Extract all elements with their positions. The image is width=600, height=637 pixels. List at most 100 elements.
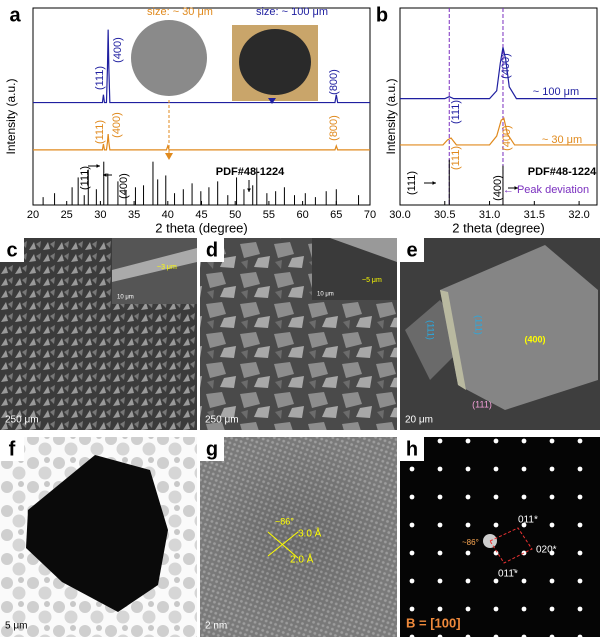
- photo-100um: [239, 29, 311, 95]
- x-tick-label: 30.0: [389, 209, 410, 221]
- annotation: ← Peak deviation: [503, 184, 589, 196]
- x-tick-label: 50: [229, 209, 241, 221]
- angle-note: ~86°: [275, 516, 294, 526]
- x-tick-label: 40: [162, 209, 174, 221]
- panel-label: a: [9, 4, 21, 26]
- inset-crystal: [112, 248, 197, 282]
- annotation: (111): [406, 171, 418, 195]
- inset-note: ~3 μm: [157, 264, 177, 271]
- arrow-head: [103, 173, 107, 177]
- x-tick-label: 35: [128, 209, 140, 221]
- arrow-head: [432, 181, 436, 185]
- facet-label: (400): [524, 334, 545, 344]
- scale-bar: 250 μm: [5, 415, 39, 426]
- xrd-trace: [400, 47, 597, 100]
- arrow-head: [268, 98, 276, 104]
- annotation: (400): [118, 173, 130, 199]
- x-tick-label: 30: [94, 209, 106, 221]
- contrast: [200, 437, 397, 637]
- arrow-head: [165, 153, 173, 160]
- panel-f: f 5 μm: [0, 437, 197, 637]
- spot-index: 011̄*: [498, 569, 518, 580]
- panel-g: g 2 nm ~86° 3.0 Å 2.0 Å: [200, 437, 397, 637]
- lattice-line: [267, 531, 299, 559]
- scale-bar: 20 μm: [405, 415, 433, 426]
- inset-scale-bar: 10 μm: [117, 295, 134, 301]
- annotation: size: ~ 100 μm: [256, 6, 328, 18]
- plot-frame: [399, 7, 598, 206]
- xrd-charts: 20 25 30 35 40 45 50 55 60 65 70 2 theta (degree) In…: [4, 4, 598, 235]
- scale-bar: 2 nm: [205, 621, 227, 632]
- annotation: (400): [500, 53, 512, 79]
- photo-30um: [131, 20, 207, 96]
- label-box: [200, 437, 224, 461]
- crystal-edge: [440, 290, 466, 390]
- saed-image: [400, 437, 600, 637]
- annotation: (800): [328, 115, 340, 141]
- x-tick-label: 20: [27, 209, 39, 221]
- crystal-face: [440, 245, 598, 410]
- panel-label: f: [9, 438, 16, 460]
- label-box: [0, 238, 24, 262]
- x-tick-label: 31.5: [524, 209, 545, 221]
- crystal: [26, 455, 168, 612]
- x-tick-label: 45: [195, 209, 207, 221]
- xrd-trace: [400, 117, 597, 146]
- x-tick-label: 65: [330, 209, 342, 221]
- xrd-trace: [33, 134, 370, 151]
- panel-e: e 20 μm (111) (111) (400) (111): [400, 238, 600, 430]
- label-box: [400, 437, 424, 461]
- scale-bar: 250 μm: [205, 415, 239, 426]
- panel-label: h: [406, 438, 418, 460]
- label-box: [200, 238, 224, 262]
- annotation: (111): [94, 66, 106, 90]
- annotation: (400): [111, 112, 123, 138]
- annotation: PDF#48-1224: [528, 166, 597, 178]
- annotation: size: ~ 30 μm: [147, 6, 213, 18]
- index-rhombus: [489, 527, 533, 564]
- y-axis-label: Intensity (a.u.): [4, 78, 18, 154]
- panel-label: b: [376, 4, 388, 26]
- x-tick-label: 70: [364, 209, 376, 221]
- facet-label: (111): [472, 399, 492, 409]
- panel-d: d 250 μm 10 μm ~5 μm: [200, 238, 397, 430]
- annotation: (111): [94, 120, 106, 144]
- panel-h: h ~86° 011* 020* 011̄* B = [100]: [400, 437, 600, 637]
- annotation: ~ 100 μm: [533, 86, 579, 98]
- x-tick-label: 25: [61, 209, 73, 221]
- label-box: [400, 238, 424, 262]
- x-tick-label: 30.5: [434, 209, 455, 221]
- xrd-trace: [33, 29, 370, 104]
- y-axis-label: Intensity (a.u.): [384, 78, 398, 154]
- inset-scale-bar: 10 μm: [317, 292, 334, 298]
- spot-index: 011*: [518, 515, 538, 526]
- arrow-head: [247, 188, 251, 192]
- angle-note: ~86°: [462, 538, 479, 547]
- panel-label: c: [6, 239, 17, 261]
- spot-index: 020*: [536, 545, 557, 556]
- annotation: (400): [492, 175, 504, 201]
- inset-crystal: [330, 238, 397, 262]
- label-box: [0, 437, 24, 461]
- x-axis-label: 2 theta (degree): [155, 220, 248, 235]
- arrow-head: [96, 164, 100, 168]
- arrow-head: [514, 186, 518, 190]
- x-tick-label: 32.0: [568, 209, 589, 221]
- scale-bar: 5 μm: [5, 621, 27, 632]
- panel-label: d: [206, 239, 218, 261]
- annotation: ~ 30 μm: [542, 134, 582, 146]
- x-tick-label: 60: [296, 209, 308, 221]
- facet-label: (111): [474, 315, 484, 335]
- lattice-line: [267, 531, 299, 557]
- x-tick-label: 31.0: [479, 209, 500, 221]
- annotation: (400): [112, 37, 124, 63]
- annotation: (111): [450, 100, 462, 124]
- annotation: (111): [450, 146, 462, 170]
- spacing-note: 3.0 Å: [298, 527, 322, 540]
- panel-label: e: [406, 239, 417, 261]
- zone-axis: B = [100]: [406, 615, 461, 630]
- panel-label: g: [206, 438, 218, 460]
- inset-note: ~5 μm: [362, 277, 382, 284]
- facet-label: (111): [426, 320, 436, 340]
